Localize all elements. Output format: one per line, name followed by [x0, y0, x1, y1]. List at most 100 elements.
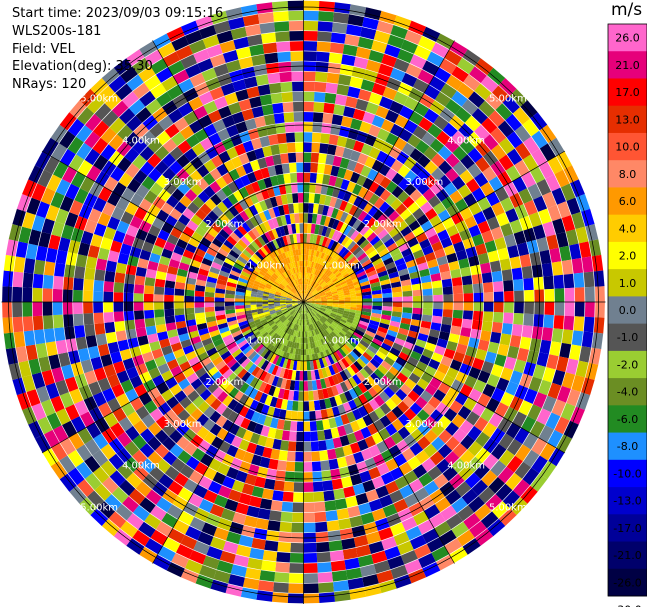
range-gate: [506, 131, 523, 149]
range-gate: [369, 277, 380, 285]
range-gate: [290, 542, 304, 553]
range-gate: [280, 298, 286, 301]
range-gate: [203, 342, 215, 352]
range-gate: [579, 346, 592, 363]
range-gate: [373, 197, 385, 209]
range-gate: [100, 237, 113, 250]
range-gate: [453, 241, 465, 253]
range-gate: [198, 220, 211, 232]
range-gate: [337, 311, 344, 315]
range-gate: [322, 330, 328, 337]
range-gate: [545, 412, 561, 430]
range-gate: [314, 305, 321, 309]
range-gate: [449, 232, 462, 245]
range-gate: [308, 294, 313, 299]
range-gate: [309, 360, 315, 371]
range-gate: [565, 229, 579, 246]
range-gate: [493, 302, 504, 313]
range-gate: [313, 282, 318, 288]
range-gate: [348, 269, 355, 276]
range-gate: [398, 177, 411, 191]
range-gate: [115, 83, 133, 101]
range-gate: [474, 463, 490, 480]
range-gate: [460, 154, 475, 170]
range-gate: [309, 299, 316, 302]
range-gate: [377, 326, 388, 334]
azimuth-spoke: [152, 40, 304, 303]
range-gate: [8, 362, 22, 380]
range-gate: [231, 348, 242, 358]
range-gate: [255, 368, 264, 379]
range-gate: [333, 337, 339, 344]
range-gate: [335, 372, 344, 384]
range-gate: [293, 311, 298, 317]
range-gate: [352, 348, 362, 358]
range-gate: [333, 319, 340, 325]
range-gate: [95, 258, 108, 271]
range-gate: [295, 142, 304, 153]
range-gate: [152, 196, 166, 210]
range-gate: [281, 292, 288, 296]
range-gate: [357, 554, 374, 568]
range-gate: [408, 372, 421, 384]
range-gate: [198, 372, 211, 384]
colorbar-tick-label: 13.0: [615, 113, 640, 126]
range-gate: [22, 287, 33, 302]
range-gate: [147, 436, 162, 451]
range-gate: [178, 333, 190, 342]
range-gate: [155, 67, 173, 83]
range-gate: [55, 179, 71, 196]
range-gate: [238, 56, 254, 69]
range-gate: [213, 527, 229, 541]
range-gate: [360, 426, 372, 439]
range-gate: [289, 553, 304, 563]
range-gate: [318, 310, 325, 314]
range-gate: [310, 311, 315, 317]
range-gate: [212, 471, 226, 485]
range-gate: [219, 213, 231, 225]
range-gate: [129, 375, 143, 389]
range-gate: [314, 294, 320, 298]
range-gate: [231, 156, 243, 169]
range-gate: [308, 330, 311, 337]
range-gate: [154, 302, 164, 310]
range-gate: [305, 291, 309, 297]
range-gate: [176, 354, 188, 366]
range-gate: [180, 535, 198, 550]
range-gate: [287, 0, 304, 11]
range-gate: [271, 324, 278, 330]
range-gate: [317, 278, 323, 284]
range-gate: [289, 309, 295, 314]
range-gate: [323, 490, 335, 502]
range-gate: [303, 81, 315, 92]
range-gate: [412, 226, 425, 238]
range-ring-label: 3.00km: [405, 177, 443, 188]
range-gate: [556, 231, 569, 248]
range-gate: [292, 304, 299, 308]
range-gate: [305, 278, 308, 285]
range-gate: [254, 238, 263, 249]
range-gate: [310, 370, 316, 381]
range-gate: [541, 262, 553, 277]
range-gate: [409, 535, 427, 550]
range-gate: [234, 143, 247, 156]
range-gate: [324, 366, 332, 377]
range-gate: [262, 297, 269, 301]
range-gate: [132, 449, 148, 465]
range-gate: [574, 287, 585, 302]
azimuth-spoke: [303, 150, 566, 303]
range-gate: [97, 212, 111, 227]
range-gate: [227, 410, 239, 423]
range-gate: [340, 268, 347, 275]
range-gate: [327, 448, 337, 460]
range-gate: [571, 258, 584, 274]
range-gate: [268, 305, 275, 308]
range-gate: [109, 470, 126, 487]
range-gate: [104, 270, 116, 283]
range-gate: [287, 321, 292, 328]
range-gate: [224, 338, 235, 347]
range-gate: [300, 290, 303, 297]
range-gate: [15, 241, 28, 258]
range-gate: [228, 273, 239, 281]
range-gate: [381, 119, 395, 133]
